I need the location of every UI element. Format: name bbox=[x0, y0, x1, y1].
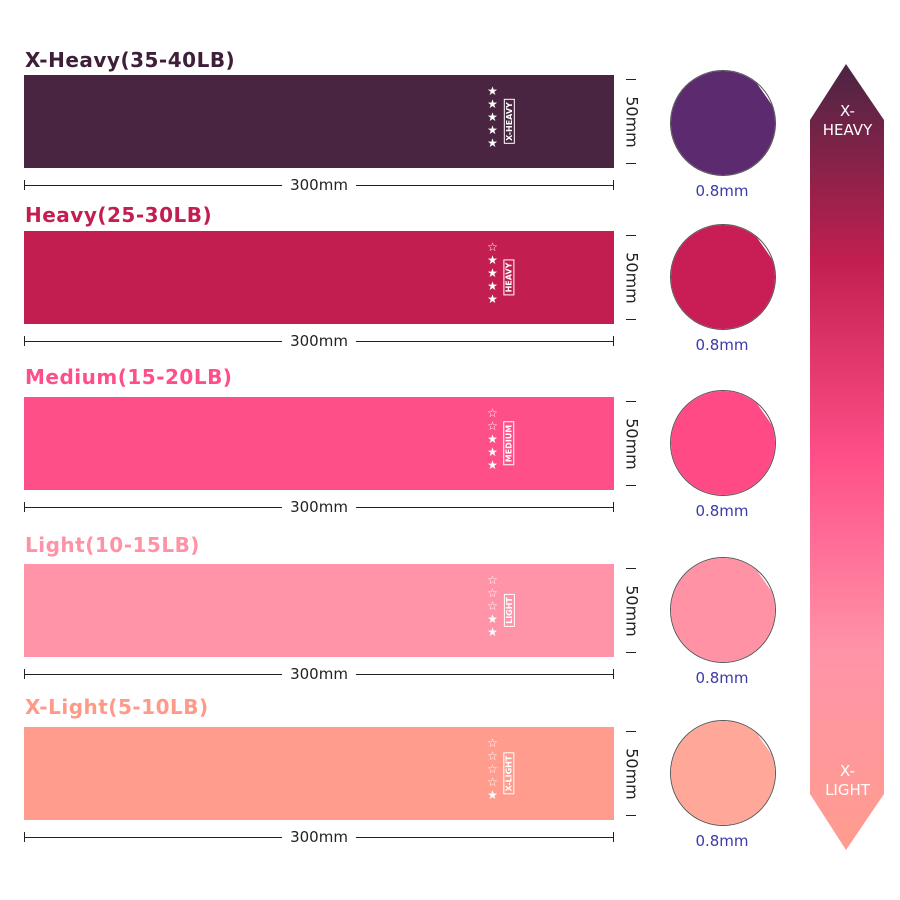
star-filled-icon: ★ bbox=[487, 136, 498, 150]
band-tag: X-LIGHT bbox=[503, 752, 515, 795]
band-tag: LIGHT bbox=[503, 594, 515, 627]
star-rating: ★ ★ ★ ★ ★ bbox=[486, 85, 499, 150]
resistance-scale-arrow bbox=[810, 64, 884, 850]
length-dimension: 300mm bbox=[24, 665, 614, 683]
thickness-label: 0.8mm bbox=[695, 669, 749, 687]
band-title: Medium(15-20LB) bbox=[25, 365, 233, 389]
band-title: Light(10-15LB) bbox=[25, 533, 200, 557]
star-filled-icon: ★ bbox=[487, 110, 498, 124]
band-tag: HEAVY bbox=[503, 259, 515, 296]
star-filled-icon: ★ bbox=[487, 84, 498, 98]
star-rating: ★ ★ ★ ★ ☆ bbox=[486, 241, 499, 306]
thickness-label: 0.8mm bbox=[695, 832, 749, 850]
star-empty-icon: ☆ bbox=[487, 749, 498, 763]
length-dimension: 300mm bbox=[24, 176, 614, 194]
arrow-bottom-label: X- LIGHT bbox=[825, 762, 870, 799]
thickness-closeup bbox=[670, 390, 776, 496]
width-label: 50mm bbox=[622, 747, 642, 800]
length-dimension: 300mm bbox=[24, 332, 614, 350]
star-filled-icon: ★ bbox=[487, 123, 498, 137]
length-label: 300mm bbox=[282, 332, 356, 350]
width-dimension: 50mm bbox=[622, 231, 642, 324]
width-dimension: 50mm bbox=[622, 564, 642, 657]
star-empty-icon: ☆ bbox=[487, 419, 498, 433]
width-dimension: 50mm bbox=[622, 75, 642, 168]
thickness-closeup bbox=[670, 720, 776, 826]
star-empty-icon: ☆ bbox=[487, 586, 498, 600]
band-swatch: ★ ☆ ☆ ☆ ☆ X-LIGHT bbox=[24, 727, 614, 820]
thickness-label: 0.8mm bbox=[695, 336, 749, 354]
star-empty-icon: ☆ bbox=[487, 762, 498, 776]
width-dimension: 50mm bbox=[622, 397, 642, 490]
width-label: 50mm bbox=[622, 95, 642, 148]
star-empty-icon: ☆ bbox=[487, 736, 498, 750]
star-filled-icon: ★ bbox=[487, 625, 498, 639]
width-label: 50mm bbox=[622, 251, 642, 304]
star-filled-icon: ★ bbox=[487, 292, 498, 306]
star-filled-icon: ★ bbox=[487, 445, 498, 459]
band-title: Heavy(25-30LB) bbox=[25, 203, 213, 227]
band-swatch: ★ ★ ★ ★ ★ X-HEAVY bbox=[24, 75, 614, 168]
length-dimension: 300mm bbox=[24, 498, 614, 516]
arrow-top-label: X- HEAVY bbox=[822, 102, 873, 139]
star-filled-icon: ★ bbox=[487, 97, 498, 111]
star-filled-icon: ★ bbox=[487, 279, 498, 293]
length-label: 300mm bbox=[282, 176, 356, 194]
band-swatch: ★ ★ ★ ★ ☆ HEAVY bbox=[24, 231, 614, 324]
thickness-closeup bbox=[670, 70, 776, 176]
band-title: X-Heavy(35-40LB) bbox=[25, 48, 236, 72]
star-empty-icon: ☆ bbox=[487, 775, 498, 789]
width-label: 50mm bbox=[622, 417, 642, 470]
band-swatch: ★ ★ ☆ ☆ ☆ LIGHT bbox=[24, 564, 614, 657]
band-swatch: ★ ★ ★ ☆ ☆ MEDIUM bbox=[24, 397, 614, 490]
star-empty-icon: ☆ bbox=[487, 599, 498, 613]
star-filled-icon: ★ bbox=[487, 458, 498, 472]
width-label: 50mm bbox=[622, 584, 642, 637]
star-filled-icon: ★ bbox=[487, 266, 498, 280]
length-label: 300mm bbox=[282, 828, 356, 846]
star-rating: ★ ☆ ☆ ☆ ☆ bbox=[486, 737, 499, 802]
star-filled-icon: ★ bbox=[487, 612, 498, 626]
star-empty-icon: ☆ bbox=[487, 406, 498, 420]
thickness-closeup bbox=[670, 224, 776, 330]
star-filled-icon: ★ bbox=[487, 788, 498, 802]
thickness-closeup bbox=[670, 557, 776, 663]
band-tag: MEDIUM bbox=[503, 421, 515, 466]
band-tag: X-HEAVY bbox=[503, 99, 515, 144]
star-empty-icon: ☆ bbox=[487, 573, 498, 587]
star-empty-icon: ☆ bbox=[487, 240, 498, 254]
thickness-label: 0.8mm bbox=[695, 502, 749, 520]
width-dimension: 50mm bbox=[622, 727, 642, 820]
star-rating: ★ ★ ★ ☆ ☆ bbox=[486, 407, 499, 472]
length-label: 300mm bbox=[282, 498, 356, 516]
length-label: 300mm bbox=[282, 665, 356, 683]
length-dimension: 300mm bbox=[24, 828, 614, 846]
star-filled-icon: ★ bbox=[487, 432, 498, 446]
band-title: X-Light(5-10LB) bbox=[25, 695, 209, 719]
star-rating: ★ ★ ☆ ☆ ☆ bbox=[486, 574, 499, 639]
star-filled-icon: ★ bbox=[487, 253, 498, 267]
thickness-label: 0.8mm bbox=[695, 182, 749, 200]
